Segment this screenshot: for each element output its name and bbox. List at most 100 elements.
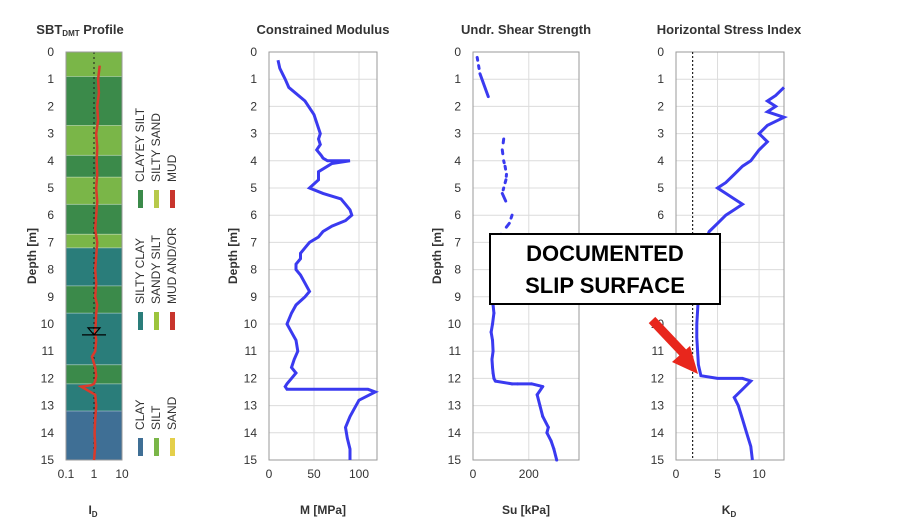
legend-label: CLAY: [133, 400, 147, 430]
soil-layer: [66, 204, 122, 235]
modulus-x-tick-label: 0: [266, 467, 273, 481]
stress-y-tick-label: 14: [651, 426, 665, 440]
shear-x-axis-label: Su [kPa]: [502, 503, 550, 517]
soil-layer: [66, 177, 122, 205]
shear-y-tick-label: 8: [454, 263, 461, 277]
modulus-x-tick-label: 100: [349, 467, 369, 481]
sbt-x-axis-label: ID: [88, 503, 97, 519]
shear-strength-point: [538, 404, 545, 418]
legend-swatch: [170, 438, 175, 456]
modulus-x-tick-label: 50: [307, 467, 321, 481]
shear-y-tick-label: 11: [449, 344, 462, 358]
soil-layer: [66, 364, 122, 384]
stress-y-tick-label: 6: [657, 208, 664, 222]
stress-y-tick-label: 1: [657, 72, 664, 86]
modulus-y-tick-label: 11: [245, 344, 258, 358]
soil-layer: [66, 247, 122, 286]
sbt-y-tick-label: 12: [41, 371, 55, 385]
modulus-y-tick-label: 7: [250, 235, 257, 249]
modulus-y-axis-label: Depth [m]: [226, 228, 240, 284]
water-table-marker: [82, 327, 106, 336]
shear-y-tick-label: 13: [448, 399, 462, 413]
shear-x-tick-label: 0: [470, 467, 477, 481]
sbt-y-tick-label: 0: [47, 45, 54, 59]
shear-strength-point: [503, 178, 508, 185]
legend-swatch: [154, 312, 159, 330]
stress-y-tick-label: 4: [657, 154, 664, 168]
soil-layer: [66, 125, 122, 156]
arrow-head: [672, 346, 698, 374]
soil-layer: [66, 285, 122, 314]
legend-label: SAND: [165, 396, 179, 430]
sbt-x-tick-label: 1: [91, 467, 98, 481]
stress-y-tick-label: 3: [657, 127, 664, 141]
arrow-shaft: [648, 316, 692, 362]
legend-label: MUD: [165, 154, 179, 182]
shear-strength-point: [509, 213, 514, 220]
modulus-y-tick-label: 10: [244, 317, 258, 331]
sbt-y-tick-label: 3: [47, 127, 54, 141]
shear-strength-point: [530, 382, 545, 389]
stress-x-tick-label: 0: [673, 467, 680, 481]
constrained-modulus-panel: Constrained Modulus 01234567891011121314…: [226, 22, 389, 517]
shear-x-tick-label: 200: [519, 467, 539, 481]
shear-y-tick-label: 2: [454, 99, 461, 113]
modulus-y-tick-label: 2: [250, 99, 257, 113]
sbt-y-tick-label: 2: [47, 99, 54, 113]
soil-layer: [66, 234, 122, 248]
shear-strength-point: [504, 221, 511, 229]
sbt-y-axis-label: Depth [m]: [25, 228, 39, 284]
sbt-x-tick-label: 10: [115, 467, 129, 481]
slip-surface-callout: DOCUMENTED SLIP SURFACE: [489, 233, 721, 305]
legend-swatch: [138, 312, 143, 330]
shear-y-tick-label: 15: [448, 453, 462, 467]
sbt-y-tick-label: 14: [41, 426, 55, 440]
stress-y-tick-label: 13: [651, 399, 665, 413]
shear-y-tick-label: 5: [454, 181, 461, 195]
stress-x-tick-label: 5: [714, 467, 721, 481]
modulus-y-tick-label: 14: [244, 426, 258, 440]
sbt-y-tick-label: 11: [42, 344, 55, 358]
shear-y-tick-label: 7: [454, 235, 461, 249]
shear-y-tick-label: 9: [454, 290, 461, 304]
sbt-panel-title: SBTDMT Profile: [36, 22, 123, 38]
modulus-curve: [276, 59, 379, 460]
shear-y-tick-label: 14: [448, 426, 462, 440]
legend-swatch: [170, 312, 175, 330]
legend-label: SILTY SAND: [149, 113, 163, 182]
legend-label: SILTY CLAY: [133, 238, 147, 304]
shear-strength-point: [493, 379, 514, 386]
modulus-plot-frame: [268, 51, 378, 461]
shear-strength-point: [535, 393, 542, 408]
sbt-y-tick-label: 9: [47, 290, 54, 304]
callout-box: [489, 233, 721, 305]
stress-x-tick-label: 10: [752, 467, 766, 481]
stress-y-tick-label: 5: [657, 181, 664, 195]
sbt-x-tick-labels: 0.1 1 10: [58, 467, 129, 481]
shear-y-tick-label: 6: [454, 208, 461, 222]
shear-strength-point: [541, 414, 550, 429]
modulus-y-tick-label: 15: [244, 453, 258, 467]
legend-label: MUD AND/OR: [165, 227, 179, 304]
modulus-y-tick-label: 4: [250, 154, 257, 168]
modulus-y-tick-label: 1: [250, 72, 257, 86]
modulus-y-tick-label: 3: [250, 127, 257, 141]
shear-strength-point: [500, 191, 508, 203]
modulus-x-tick-labels: 0 50 100: [266, 467, 370, 481]
shear-y-tick-label: 4: [454, 154, 461, 168]
sbt-y-tick-label: 1: [47, 72, 54, 86]
shear-strength-point: [491, 338, 495, 353]
modulus-y-tick-label: 12: [244, 371, 258, 385]
modulus-panel-title: Constrained Modulus: [257, 22, 390, 37]
sbt-y-tick-label: 15: [41, 453, 55, 467]
sbt-y-tick-label: 8: [47, 263, 54, 277]
slip-surface-arrow: [648, 316, 698, 374]
sbt-y-tick-label: 10: [41, 317, 55, 331]
legend-label: CLAYEY SILT: [133, 107, 147, 182]
legend-label: SANDY SILT: [149, 234, 163, 304]
modulus-x-axis-label: M [MPa]: [300, 503, 346, 517]
sbt-legend: CLAYEY SILT SILTY SAND MUD SILTY CLAY SANDY …: [133, 107, 179, 456]
legend-swatch: [138, 190, 143, 208]
shear-y-tick-label: 3: [454, 127, 461, 141]
sbt-y-tick-label: 13: [41, 399, 55, 413]
